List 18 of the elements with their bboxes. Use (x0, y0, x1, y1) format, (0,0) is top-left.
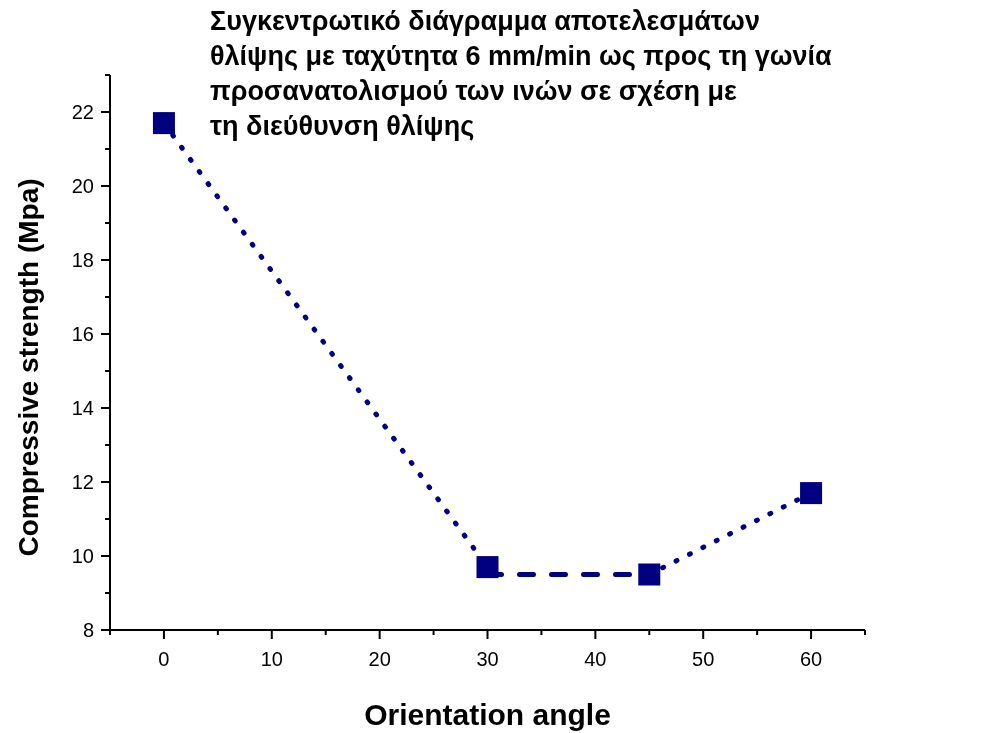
x-tick-label: 50 (692, 648, 715, 670)
x-tick-label: 0 (158, 648, 170, 670)
x-tick-label: 10 (260, 648, 283, 670)
y-tick-label: 8 (82, 619, 94, 641)
x-tick-label: 30 (476, 648, 499, 670)
x-tick-label: 20 (368, 648, 391, 670)
chart-title: Συγκεντρωτικό διάγραμμα αποτελεσμάτων θλίψης με ταχύτητα 6 mm/min ως προς τη γωνία προσανατολισμού των ινών σε σχέση με τη διεύθυνση θλίψης (210, 6, 833, 141)
y-tick-label: 14 (71, 397, 94, 419)
y-tick-label: 18 (71, 249, 94, 271)
y-tick-label: 16 (71, 323, 94, 345)
y-tick-label: 22 (71, 101, 94, 123)
x-axis-title: Orientation angle (364, 698, 611, 731)
y-axis-title: Compressive strength (Mpa) (13, 178, 44, 557)
x-tick-label: 40 (584, 648, 607, 670)
y-tick-label: 10 (71, 545, 94, 567)
y-tick-label: 20 (71, 175, 94, 197)
x-tick-label: 60 (799, 648, 823, 670)
y-tick-label: 12 (71, 471, 94, 493)
